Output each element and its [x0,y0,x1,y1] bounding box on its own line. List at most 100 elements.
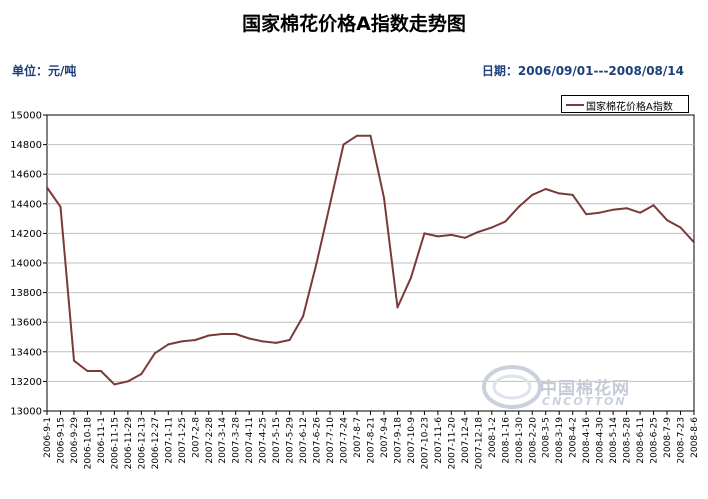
data-point [99,370,102,373]
data-point [288,338,291,341]
x-tick-label: 2008-7-23 [677,417,687,464]
data-point [153,352,156,355]
x-tick-label: 2008-1-16 [501,417,511,464]
x-tick-label: 2008-1-2 [488,417,498,458]
y-tick-label: 13600 [10,318,42,329]
x-tick-label: 2006-10-18 [83,417,93,470]
y-tick-label: 14000 [10,259,42,270]
x-tick-label: 2008-4-30 [596,417,606,464]
data-point [234,333,237,336]
x-tick-label: 2007-1-25 [178,417,188,464]
y-tick-label: 15000 [10,111,42,122]
data-point [140,373,143,375]
x-tick-label: 2007-7-10 [326,417,336,464]
data-point [558,192,561,195]
data-point [396,306,399,309]
y-tick-label: 14200 [10,229,42,240]
data-point [693,241,695,244]
data-point [221,333,224,336]
chart-legend: 国家棉花价格A指数 [561,95,689,113]
x-tick-label: 2008-5-28 [623,417,633,464]
data-point [517,205,520,208]
data-point [639,211,642,214]
x-tick-label: 2007-3-14 [218,417,228,464]
x-tick-label: 2006-11-1 [97,417,107,464]
x-tick-label: 2007-11-20 [447,417,457,470]
data-point [275,341,278,344]
data-point [207,334,210,337]
x-tick-label: 2006-11-29 [124,417,134,470]
x-tick-label: 2006-9-15 [56,417,66,464]
x-tick-label: 2007-10-9 [407,417,417,464]
data-point [409,276,412,279]
x-tick-label: 2008-6-25 [650,417,660,464]
legend-label: 国家棉花价格A指数 [586,102,673,113]
data-point [194,338,197,341]
data-point [302,315,305,318]
x-tick-label: 2007-4-25 [259,417,269,464]
data-point [450,233,453,236]
data-point [72,359,75,362]
data-point [369,134,372,137]
series-line [46,134,695,386]
data-point [598,211,601,214]
x-tick-label: 2008-1-30 [515,417,525,464]
y-tick-label: 14800 [10,140,42,151]
x-tick-label: 2008-8-6 [690,417,700,458]
x-tick-label: 2007-8-7 [353,417,363,458]
x-tick-label: 2007-3-28 [232,417,242,464]
y-tick-label: 13400 [10,347,42,358]
x-tick-label: 2007-11-6 [434,417,444,464]
x-tick-label: 2008-7-9 [663,417,673,458]
data-point [342,143,345,146]
data-point [180,340,183,343]
date-range-label: 日期：2006/09/01---2008/08/14 [481,64,684,78]
x-tick-label: 2008-3-19 [555,417,565,464]
x-tick-label: 2008-2-20 [528,417,538,464]
x-tick-label: 2007-10-23 [420,417,430,469]
data-point [544,188,547,190]
x-tick-label: 2007-8-21 [367,417,377,464]
y-tick-label: 13800 [10,288,42,299]
x-tick-label: 2007-2-28 [205,417,215,464]
data-point [679,226,682,229]
x-tick-label: 2007-5-15 [272,417,282,464]
watermark-en-text: CNCOTTON [542,395,627,408]
y-tick-label: 13200 [10,377,42,388]
watermark-cn-text: 中国棉花网 [540,379,630,399]
x-tick-label: 2007-5-29 [286,417,296,464]
x-tick-label: 2007-9-4 [380,417,390,458]
data-point [261,340,264,343]
legend-swatch [566,104,584,106]
x-tick-label: 2007-12-4 [461,417,471,464]
x-tick-label: 2006-12-27 [151,417,161,469]
x-tick-label: 2007-1-11 [164,417,174,464]
x-tick-label: 2008-6-11 [636,417,646,464]
unit-label: 单位：元/吨 [12,64,77,78]
data-point [126,380,129,383]
data-point [463,236,466,239]
x-tick-label: 2008-4-2 [569,417,579,458]
data-point [46,186,48,189]
cncotton-watermark: 中国棉花网 CNCOTTON [478,362,668,412]
data-point [571,193,574,196]
data-point [248,337,251,340]
x-tick-label: 2007-9-18 [393,417,403,464]
data-point [315,262,318,264]
data-point [113,383,116,386]
x-tick-label: 2006-12-13 [137,417,147,469]
data-point [666,219,669,222]
data-point [167,343,170,346]
x-tick-label: 2007-7-24 [340,417,350,464]
x-tick-label: 2008-3-5 [542,417,552,458]
x-tick-label: 2008-5-14 [609,417,619,464]
data-point [585,213,588,216]
data-point [356,134,359,137]
data-point [625,207,628,210]
data-point [382,196,385,199]
y-tick-label: 14600 [10,170,42,181]
data-point [490,226,493,229]
y-tick-label: 13000 [10,407,42,418]
x-tick-label: 2007-6-12 [299,417,309,464]
